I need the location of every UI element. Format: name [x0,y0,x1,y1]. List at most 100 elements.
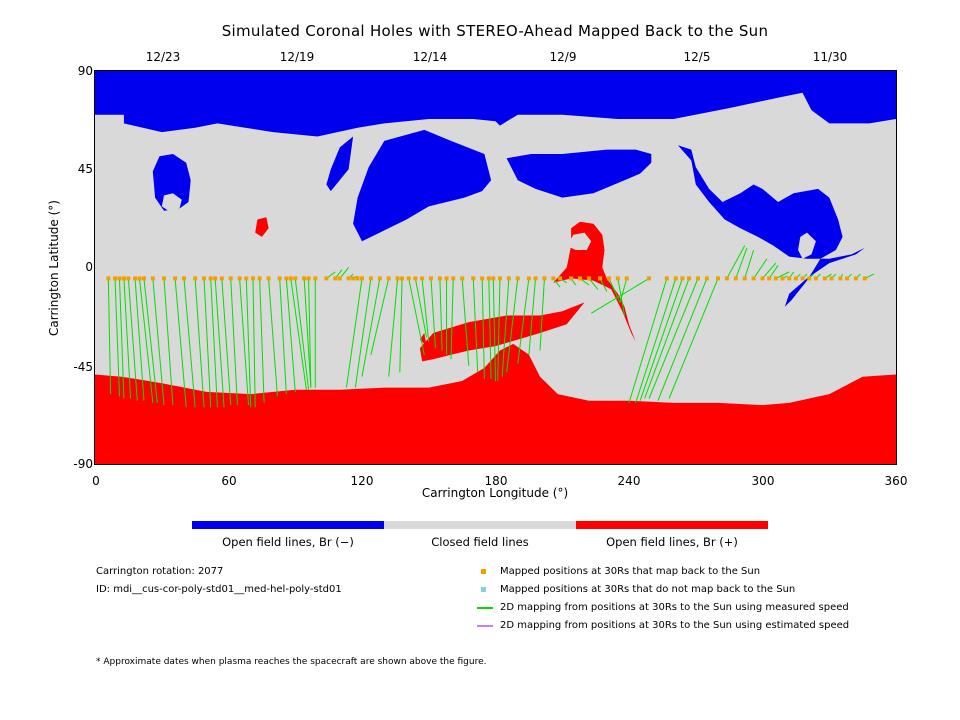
measured-mapping-line [221,278,232,406]
mapped-position-point [333,276,338,281]
measured-mapping-line [127,278,138,401]
measured-mapping-line [183,278,196,408]
mapped-position-point [578,276,583,281]
mapped-position-point [606,276,611,281]
mapped-position-point [687,276,692,281]
mapped-point-legend-icon [481,569,486,574]
measured-mapping-line [114,278,120,397]
x-tick-label: 120 [350,474,374,488]
plot-area [94,70,897,465]
open-negative-region [326,136,354,192]
mapped-position-point [491,276,496,281]
footnote: * Approximate dates when plasma reaches … [96,657,487,667]
colorbar-label: Open field lines, Br (+) [606,535,738,549]
mapped-position-point [773,276,778,281]
legend-label: Mapped positions at 30Rs that map back t… [500,566,761,577]
measured-mapping-line [194,278,205,408]
mapped-position-point [400,276,405,281]
mapped-position-point [542,276,547,281]
mapped-position-point [250,276,255,281]
measured-mapping-line [279,278,287,395]
measured-mapping-line [635,278,677,404]
measured-mapping-line [648,278,699,399]
legend-label: 2D mapping from positions at 30Rs to the… [500,602,849,613]
measured-mapping-line [414,278,428,338]
measured-mapping-line [753,258,768,279]
closed-field-island [798,232,816,259]
mapped-position-point [615,276,620,281]
mapped-position-point [428,276,433,281]
measured-mapping-line [775,271,790,279]
mapped-position-point [793,276,798,281]
measured-mapping-line [668,278,719,399]
mapped-position-point [558,276,563,281]
measured-mapping-line [285,278,296,392]
closed-field-island [161,193,182,211]
measured-mapping-line [608,278,621,303]
mapped-position-point [360,276,364,281]
measured-mapping-line [230,278,238,406]
unmapped-point-legend-icon [481,587,486,592]
measured-mapping-line [599,278,608,292]
measured-mapping-line [239,278,250,406]
colorbar-open-negative [192,521,384,529]
top-date-label: 12/5 [683,50,711,64]
x-tick-label: 360 [884,474,908,488]
mapped-position-point [150,276,155,281]
mapped-position-point [471,276,476,281]
mapped-position-point [293,276,298,281]
mapped-position-point [437,276,442,281]
rotation-info: Carrington rotation: 2077 [96,566,224,577]
top-date-label: 12/23 [145,50,181,64]
mapped-position-point [733,276,738,281]
mapped-position-point [351,276,356,281]
measured-mapping-line [399,278,403,373]
y-tick-label: 0 [85,260,93,274]
measured-mapping-line [290,278,307,390]
mapped-position-point [787,276,792,281]
mapped-position-point [337,276,342,281]
top-date-label: 12/19 [279,50,315,64]
measured-mapping-line [370,278,390,355]
mapped-position-point [182,276,186,281]
legend-label: 2D mapping from positions at 30Rs to the… [500,620,850,631]
mapped-position-point [406,276,411,281]
measured-mapping-line [139,278,154,403]
mapped-position-point [133,276,138,281]
mapped-position-point [800,276,805,281]
open-negative-region [506,149,652,198]
measured-mapping-line [294,278,310,390]
mapped-position-point [526,276,531,281]
mapped-position-point [219,276,224,281]
mapped-position-point [751,276,756,281]
measured-mapping-line [735,247,748,279]
mapped-position-point [420,276,425,281]
measured-mapping-line [517,278,530,364]
coronal-map [95,71,896,464]
mapped-position-point [598,276,603,281]
measured-mapping-line [408,278,425,355]
measured-mapping-line [450,278,454,360]
measured-mapping-line [506,278,519,373]
mapped-position-point [695,276,700,281]
mapped-position-point [822,276,827,281]
measured-mapping-line [123,278,132,399]
measured-mapping-line [152,278,165,406]
top-date-label: 11/30 [812,50,848,64]
mapped-position-point [673,276,678,281]
open-positive-region [419,302,585,362]
mapped-position-point [829,276,834,281]
mapped-position-point [680,276,685,281]
mapped-position-point [767,276,772,281]
mapped-position-point [395,276,400,281]
colorbar-open-positive [576,521,768,529]
measured-line-legend-icon [477,607,493,609]
measured-mapping-line [628,278,668,404]
x-tick-label: 0 [92,474,100,488]
measured-mapping-line [481,278,485,379]
x-tick-label: 180 [484,474,508,488]
mapped-position-point [244,276,249,281]
open-positive-region [255,217,269,237]
x-axis-label: Carrington Longitude (°) [421,486,569,500]
mapped-position-point [838,276,843,281]
